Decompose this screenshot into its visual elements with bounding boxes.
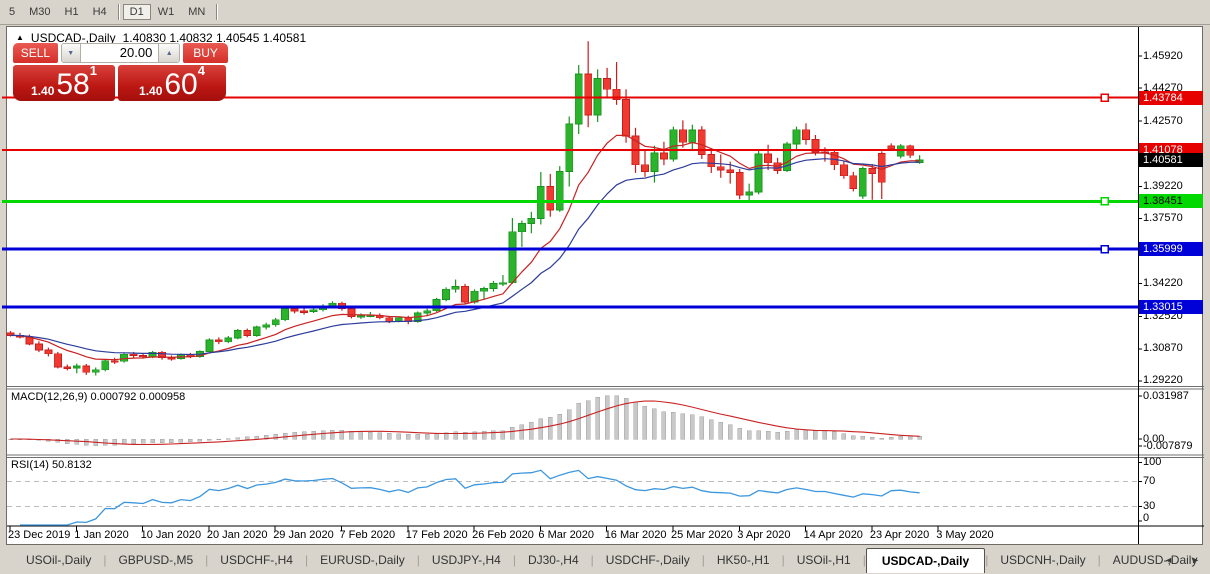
chart-tab-hk50-h1[interactable]: HK50-,H1 bbox=[716, 553, 770, 567]
sell-price-big: 58 bbox=[56, 68, 90, 101]
chart-ohlc-values: 1.40830 1.40832 1.40545 1.40581 bbox=[122, 31, 307, 45]
chart-tab-usdcad-daily[interactable]: USDCAD-,Daily bbox=[865, 548, 986, 573]
date-axis-tick: 17 Feb 2020 bbox=[405, 529, 468, 541]
price-axis-tick: 1.39220 bbox=[1143, 179, 1183, 192]
rsi-axis-tick: 30 bbox=[1143, 499, 1156, 512]
timeframe-button-h1[interactable]: H1 bbox=[64, 6, 79, 18]
rsi-indicator-label: RSI(14) 50.8132 bbox=[11, 459, 92, 471]
date-axis-tick: 25 Mar 2020 bbox=[671, 529, 733, 541]
chart-tab-usoil-h1[interactable]: USOil-,H1 bbox=[796, 553, 851, 567]
tab-separator: | bbox=[862, 553, 866, 567]
chart-tab-usdcnh-daily[interactable]: USDCNH-,Daily bbox=[1000, 553, 1086, 567]
timeframe-button-5[interactable]: 5 bbox=[9, 6, 16, 18]
price-level-badge: 1.43784 bbox=[1139, 90, 1203, 105]
toolbar-separator bbox=[117, 4, 119, 20]
buy-price-prefix: 1.40 bbox=[139, 84, 163, 98]
date-axis-tick: 6 Mar 2020 bbox=[538, 529, 595, 541]
sell-price-panel[interactable]: 1.40 58 1 bbox=[13, 63, 115, 101]
rsi-axis-tick: 0 bbox=[1143, 511, 1150, 524]
chart-tab-dj30-h4[interactable]: DJ30-,H4 bbox=[527, 553, 579, 567]
price-level-badge: 1.38451 bbox=[1139, 194, 1203, 209]
chart-title: ▲ USDCAD-,Daily 1.40830 1.40832 1.40545 … bbox=[16, 31, 306, 45]
buy-price-big: 60 bbox=[164, 68, 198, 101]
chart-tab-usdchf-h4[interactable]: USDCHF-,H4 bbox=[220, 553, 293, 567]
macd-axis-tick: -0.007879 bbox=[1143, 439, 1193, 452]
tab-separator: | bbox=[701, 553, 705, 567]
date-axis-tick: 10 Jan 2020 bbox=[140, 529, 202, 541]
sell-price-prefix: 1.40 bbox=[31, 84, 55, 98]
date-axis-tick: 20 Jan 2020 bbox=[206, 529, 268, 541]
tab-separator: | bbox=[416, 553, 420, 567]
tab-separator: | bbox=[1097, 553, 1101, 567]
date-axis-tick: 29 Jan 2020 bbox=[273, 529, 334, 541]
date-axis-tick: 1 Jan 2020 bbox=[74, 529, 129, 541]
rsi-axis-tick: 70 bbox=[1143, 474, 1156, 487]
chart-symbol-label: USDCAD-,Daily bbox=[30, 31, 116, 45]
symbol-tab-bar: USOil-,Daily | GBPUSD-,M5 | USDCHF-,H4 | EURUS… bbox=[0, 546, 1210, 574]
tab-separator: | bbox=[304, 553, 309, 567]
buy-price-pip: 4 bbox=[197, 63, 205, 78]
price-axis-tick: 1.29220 bbox=[1143, 374, 1183, 387]
one-click-trading-panel: SELL ▼ 20.00 ▲ BUY 1.40 58 1 1.40 60 4 bbox=[13, 43, 228, 101]
tab-separator: | bbox=[205, 553, 209, 567]
sell-price-pip: 1 bbox=[89, 63, 97, 78]
volume-stepper: ▼ 20.00 ▲ bbox=[60, 43, 181, 63]
price-axis-tick: 1.45920 bbox=[1143, 49, 1183, 62]
price-axis-tick: 1.34220 bbox=[1143, 277, 1183, 290]
volume-input[interactable]: 20.00 bbox=[80, 44, 159, 62]
date-axis-tick: 14 Apr 2020 bbox=[803, 529, 863, 541]
tab-scroll-right-icon[interactable]: ► bbox=[1191, 555, 1200, 565]
tab-separator: | bbox=[590, 553, 594, 567]
chart-window bbox=[6, 26, 1203, 545]
tab-separator: | bbox=[781, 553, 785, 567]
date-axis-tick: 16 Mar 2020 bbox=[604, 529, 667, 541]
chart-tab-eurusd-daily[interactable]: EURUSD-,Daily bbox=[320, 553, 405, 567]
chart-tab-usdjpy-h4[interactable]: USDJPY-,H4 bbox=[431, 553, 501, 567]
timeframe-button-h4[interactable]: H4 bbox=[92, 6, 107, 18]
sell-button[interactable]: SELL bbox=[13, 43, 58, 63]
tab-scroll-left-icon[interactable]: ◄ bbox=[1164, 555, 1174, 565]
price-axis-tick: 1.30870 bbox=[1143, 342, 1183, 355]
price-level-badge: 1.35999 bbox=[1139, 242, 1203, 256]
date-axis-tick: 7 Feb 2020 bbox=[339, 529, 396, 541]
date-axis-tick: 3 Apr 2020 bbox=[737, 529, 791, 541]
timeframe-button-mn[interactable]: MN bbox=[188, 6, 206, 18]
timeframe-toolbar: 5 M30 H1 H4 D1 W1 MN bbox=[0, 0, 1210, 25]
timeframe-button-d1[interactable]: D1 bbox=[122, 4, 151, 20]
tab-separator: | bbox=[103, 553, 107, 567]
macd-axis-tick: 0.031987 bbox=[1143, 389, 1189, 402]
chart-tab-usdchf-daily[interactable]: USDCHF-,Daily bbox=[605, 553, 690, 567]
tab-separator: | bbox=[512, 553, 516, 567]
collapse-marker-icon[interactable]: ▲ bbox=[16, 33, 24, 42]
timeframe-button-m30[interactable]: M30 bbox=[29, 6, 51, 18]
price-axis-tick: 1.37570 bbox=[1143, 212, 1183, 224]
price-level-badge: 1.33015 bbox=[1139, 300, 1203, 315]
price-level-badge: 1.40581 bbox=[1139, 152, 1203, 167]
date-axis-tick: 23 Apr 2020 bbox=[869, 529, 930, 541]
tab-separator: | bbox=[985, 553, 989, 567]
date-axis-tick: 23 Dec 2019 bbox=[8, 529, 71, 541]
rsi-axis-tick: 100 bbox=[1143, 456, 1162, 468]
toolbar-separator bbox=[216, 4, 218, 20]
chart-tab-audusd-daily[interactable]: AUDUSD-,Daily bbox=[1112, 553, 1198, 567]
price-axis-tick: 1.42570 bbox=[1143, 114, 1183, 127]
buy-button[interactable]: BUY bbox=[183, 43, 228, 63]
date-axis-tick: 3 May 2020 bbox=[936, 529, 994, 541]
macd-axis-tick: 0.00 bbox=[1143, 432, 1165, 445]
chart-tab-gbpusd-m5[interactable]: GBPUSD-,M5 bbox=[118, 553, 194, 567]
macd-indicator-label: MACD(12,26,9) 0.000792 0.000958 bbox=[11, 391, 186, 403]
chart-tab-usoil-daily[interactable]: USOil-,Daily bbox=[26, 553, 92, 567]
volume-decrease-icon[interactable]: ▼ bbox=[61, 44, 81, 62]
tab-scroll-arrows: ◄ ► bbox=[1164, 546, 1200, 574]
buy-price-panel[interactable]: 1.40 60 4 bbox=[118, 63, 226, 101]
timeframe-button-w1[interactable]: W1 bbox=[157, 6, 175, 18]
date-axis-tick: 26 Feb 2020 bbox=[472, 529, 534, 541]
volume-increase-icon[interactable]: ▲ bbox=[158, 44, 180, 62]
